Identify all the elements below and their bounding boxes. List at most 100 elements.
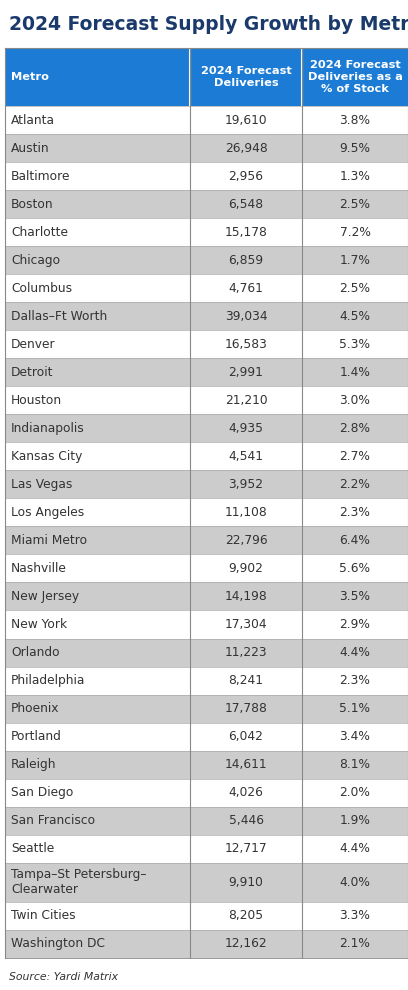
Bar bbox=[5, 274, 408, 302]
Text: 7.2%: 7.2% bbox=[339, 226, 370, 239]
Bar bbox=[5, 414, 408, 443]
Text: Source: Yardi Matrix: Source: Yardi Matrix bbox=[9, 972, 118, 982]
Text: 12,162: 12,162 bbox=[225, 938, 267, 950]
Text: 8,205: 8,205 bbox=[228, 910, 264, 923]
Text: 4.4%: 4.4% bbox=[339, 842, 370, 855]
Bar bbox=[5, 750, 408, 778]
Text: Portland: Portland bbox=[11, 730, 62, 743]
Text: 5,446: 5,446 bbox=[228, 814, 264, 828]
Text: 2.5%: 2.5% bbox=[339, 282, 370, 295]
Text: Nashville: Nashville bbox=[11, 562, 67, 575]
Bar bbox=[5, 470, 408, 498]
Text: New Jersey: New Jersey bbox=[11, 590, 79, 603]
Text: 5.6%: 5.6% bbox=[339, 562, 370, 575]
Text: 9.5%: 9.5% bbox=[339, 142, 370, 154]
Bar bbox=[5, 443, 408, 470]
Text: 2024 Forecast
Deliveries as a
% of Stock: 2024 Forecast Deliveries as a % of Stock bbox=[308, 60, 402, 94]
Text: Phoenix: Phoenix bbox=[11, 702, 60, 715]
Text: 4,761: 4,761 bbox=[228, 282, 264, 295]
Text: 2,991: 2,991 bbox=[228, 365, 264, 379]
Text: 1.7%: 1.7% bbox=[339, 253, 370, 266]
Text: 3,952: 3,952 bbox=[228, 478, 264, 491]
Text: 21,210: 21,210 bbox=[225, 394, 267, 407]
Bar bbox=[5, 498, 408, 527]
Text: Philadelphia: Philadelphia bbox=[11, 674, 85, 687]
Text: Chicago: Chicago bbox=[11, 253, 60, 266]
Bar bbox=[5, 218, 408, 247]
Bar bbox=[5, 778, 408, 807]
Text: Boston: Boston bbox=[11, 198, 53, 211]
Text: 3.5%: 3.5% bbox=[339, 590, 370, 603]
Text: 4,026: 4,026 bbox=[228, 786, 264, 799]
Text: 11,108: 11,108 bbox=[225, 506, 267, 519]
Text: 5.1%: 5.1% bbox=[339, 702, 370, 715]
Bar bbox=[5, 527, 408, 554]
Bar bbox=[5, 190, 408, 218]
Text: 8,241: 8,241 bbox=[228, 674, 264, 687]
Text: Austin: Austin bbox=[11, 142, 50, 154]
Text: 5.3%: 5.3% bbox=[339, 338, 370, 350]
Text: 2.2%: 2.2% bbox=[339, 478, 370, 491]
Text: 3.3%: 3.3% bbox=[339, 910, 370, 923]
Text: 2024 Forecast
Deliveries: 2024 Forecast Deliveries bbox=[201, 66, 291, 88]
Text: Columbus: Columbus bbox=[11, 282, 72, 295]
Bar bbox=[5, 695, 408, 723]
Bar bbox=[5, 106, 408, 134]
Text: 8.1%: 8.1% bbox=[339, 758, 370, 771]
Bar bbox=[5, 134, 408, 162]
Bar bbox=[5, 48, 190, 106]
Text: Houston: Houston bbox=[11, 394, 62, 407]
Text: 2.3%: 2.3% bbox=[339, 506, 370, 519]
Text: 2.3%: 2.3% bbox=[339, 674, 370, 687]
Text: Charlotte: Charlotte bbox=[11, 226, 68, 239]
Text: 6,042: 6,042 bbox=[228, 730, 264, 743]
Bar bbox=[5, 247, 408, 274]
Text: Denver: Denver bbox=[11, 338, 55, 350]
Text: 1.3%: 1.3% bbox=[339, 169, 370, 182]
Text: Dallas–Ft Worth: Dallas–Ft Worth bbox=[11, 310, 107, 323]
Text: 6.4%: 6.4% bbox=[339, 534, 370, 546]
Text: Indianapolis: Indianapolis bbox=[11, 422, 85, 435]
Bar bbox=[5, 807, 408, 835]
Text: 4,541: 4,541 bbox=[228, 449, 264, 463]
Text: 2.9%: 2.9% bbox=[339, 618, 370, 631]
Text: Los Angeles: Los Angeles bbox=[11, 506, 84, 519]
Bar bbox=[5, 666, 408, 695]
Bar bbox=[5, 554, 408, 582]
Bar bbox=[5, 331, 408, 358]
Text: 2.1%: 2.1% bbox=[339, 938, 370, 950]
Text: 3.0%: 3.0% bbox=[339, 394, 370, 407]
Text: 4.4%: 4.4% bbox=[339, 646, 370, 659]
Text: 11,223: 11,223 bbox=[225, 646, 267, 659]
Text: 6,548: 6,548 bbox=[228, 198, 264, 211]
Text: 4.5%: 4.5% bbox=[339, 310, 370, 323]
Text: 2024 Forecast Supply Growth by Metro: 2024 Forecast Supply Growth by Metro bbox=[9, 15, 408, 34]
Bar bbox=[5, 386, 408, 414]
Text: 9,910: 9,910 bbox=[228, 876, 264, 889]
Text: Detroit: Detroit bbox=[11, 365, 53, 379]
Text: 15,178: 15,178 bbox=[224, 226, 267, 239]
Text: Seattle: Seattle bbox=[11, 842, 54, 855]
Bar bbox=[5, 723, 408, 750]
Text: San Diego: San Diego bbox=[11, 786, 73, 799]
Text: Washington DC: Washington DC bbox=[11, 938, 105, 950]
Bar bbox=[5, 639, 408, 666]
Text: 17,788: 17,788 bbox=[224, 702, 267, 715]
Text: 2.8%: 2.8% bbox=[339, 422, 370, 435]
Text: 4.0%: 4.0% bbox=[339, 876, 370, 889]
Text: 4,935: 4,935 bbox=[228, 422, 264, 435]
Text: Twin Cities: Twin Cities bbox=[11, 910, 75, 923]
Text: 16,583: 16,583 bbox=[224, 338, 267, 350]
Text: 14,611: 14,611 bbox=[225, 758, 267, 771]
Text: 3.8%: 3.8% bbox=[339, 114, 370, 127]
Text: Orlando: Orlando bbox=[11, 646, 60, 659]
Bar bbox=[5, 835, 408, 862]
Bar bbox=[190, 48, 302, 106]
Text: 9,902: 9,902 bbox=[228, 562, 264, 575]
Text: Metro: Metro bbox=[11, 72, 49, 82]
Bar bbox=[5, 582, 408, 611]
Text: 19,610: 19,610 bbox=[225, 114, 267, 127]
Text: Las Vegas: Las Vegas bbox=[11, 478, 72, 491]
Text: 1.9%: 1.9% bbox=[339, 814, 370, 828]
Bar bbox=[5, 930, 408, 958]
